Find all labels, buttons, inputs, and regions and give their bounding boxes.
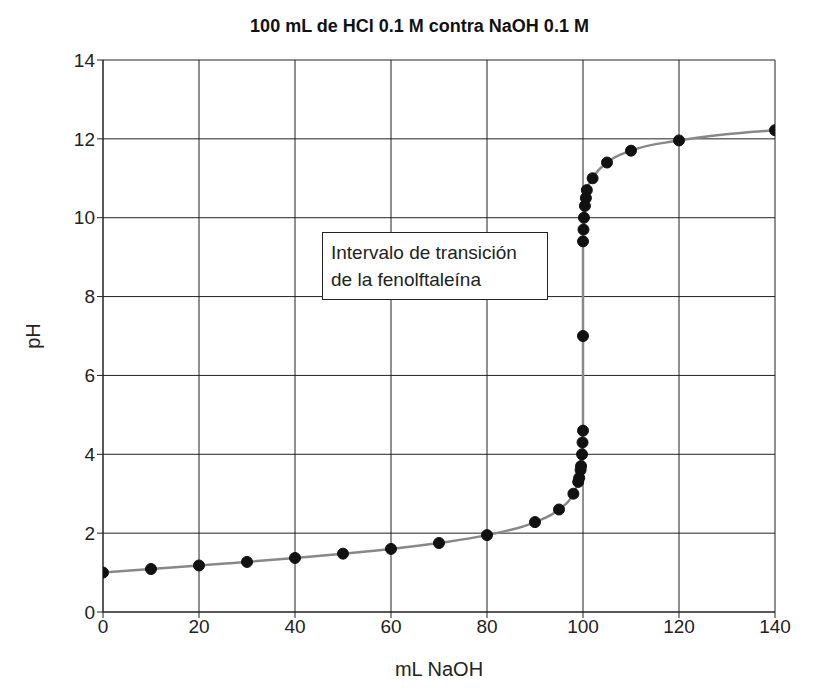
svg-text:pH: pH (22, 323, 44, 349)
svg-text:12: 12 (74, 129, 95, 150)
html-text:Intervalo de transición: Intervalo de transición (331, 242, 517, 263)
svg-text:60: 60 (380, 616, 401, 637)
svg-text:2: 2 (84, 523, 95, 544)
svg-text:20: 20 (188, 616, 209, 637)
svg-text:100: 100 (567, 616, 599, 637)
svg-text:40: 40 (284, 616, 305, 637)
html-text:de la fenolftaleína: de la fenolftaleína (331, 269, 481, 290)
svg-text:0: 0 (84, 602, 95, 623)
svg-text:6: 6 (84, 365, 95, 386)
svg-text:4: 4 (84, 444, 95, 465)
svg-text:10: 10 (74, 207, 95, 228)
svg-text:140: 140 (759, 616, 791, 637)
html-text:100 mL de HCl 0.1 M contra NaO: 100 mL de HCl 0.1 M contra NaOH 0.1 M (250, 16, 589, 36)
svg-text:mL NaOH: mL NaOH (395, 658, 483, 680)
svg-text:120: 120 (663, 616, 695, 637)
svg-text:8: 8 (84, 286, 95, 307)
svg-text:0: 0 (98, 616, 109, 637)
svg-text:80: 80 (476, 616, 497, 637)
svg-text:14: 14 (74, 50, 96, 71)
